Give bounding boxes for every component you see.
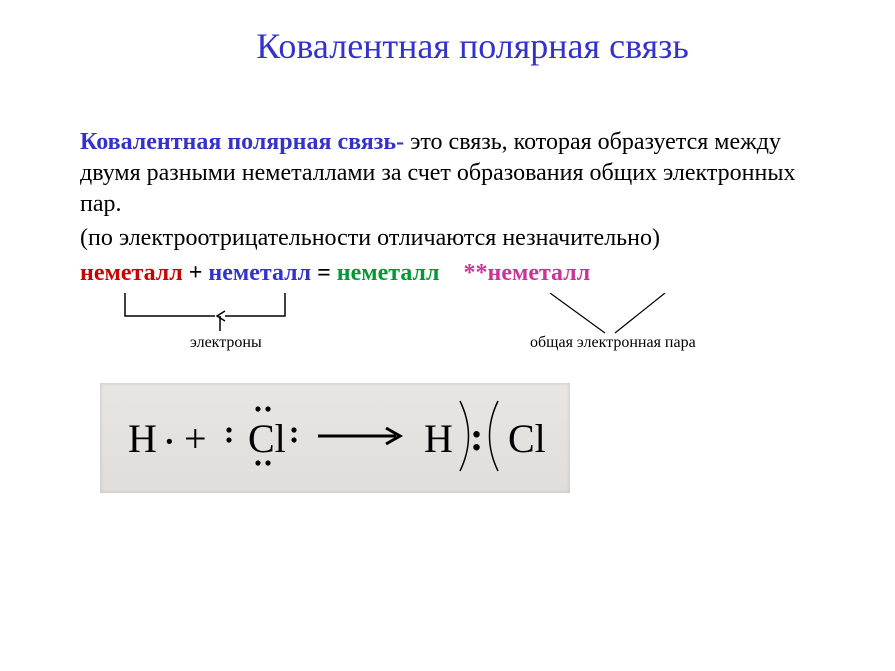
eq-dot-h: · xyxy=(162,413,177,470)
formula-term-4: неметалл xyxy=(487,260,590,286)
arrow-left-path1 xyxy=(125,293,215,316)
eq-arrow-head xyxy=(386,428,400,444)
lewis-equation-image: H · + Cl H : xyxy=(100,383,570,493)
arrow-left-path2 xyxy=(225,293,285,316)
body-text: Ковалентная полярная связь- это связь, к… xyxy=(60,127,835,493)
annotation-row: электроны общая электронная пара xyxy=(80,293,805,363)
formula-eq: = xyxy=(311,260,337,286)
cl-dot xyxy=(291,437,296,442)
eq-arc-right xyxy=(490,401,499,471)
annotation-left-label: электроны xyxy=(190,333,262,354)
definition-lead: Ковалентная полярная связь- xyxy=(80,129,404,155)
slide: Ковалентная полярная связь Ковалентная п… xyxy=(0,0,895,671)
arrow-right-line1 xyxy=(550,293,605,333)
eq-h2: H xyxy=(424,413,453,465)
eq-cl-left: Cl xyxy=(248,413,286,465)
slide-title: Ковалентная полярная связь xyxy=(60,25,835,67)
eq-shared-pair: : xyxy=(470,411,481,463)
parenthetical-line: (по электроотрицательности отличаются не… xyxy=(80,223,805,254)
cl-dot xyxy=(226,427,231,432)
formula-term-3: неметалл xyxy=(337,260,440,286)
formula-term-1: неметалл xyxy=(80,260,183,286)
arrow-left-head xyxy=(217,311,225,321)
eq-cl-right: Cl xyxy=(508,413,546,465)
formula-plus: + xyxy=(183,260,209,286)
cl-dot xyxy=(265,406,270,411)
eq-plus: + xyxy=(184,413,207,465)
cl-dot xyxy=(255,406,260,411)
arrow-right-line2 xyxy=(615,293,665,333)
formula-line: неметалл + неметалл = неметалл **неметал… xyxy=(80,258,805,289)
definition-paragraph: Ковалентная полярная связь- это связь, к… xyxy=(80,127,805,221)
annotation-right-label: общая электронная пара xyxy=(530,333,696,354)
cl-dot xyxy=(291,427,296,432)
formula-stars: ** xyxy=(463,260,487,286)
eq-h1: H xyxy=(128,413,157,465)
formula-term-2: неметалл xyxy=(208,260,311,286)
cl-dot xyxy=(226,437,231,442)
eq-arc-left xyxy=(460,401,469,471)
formula-spacer xyxy=(439,260,463,286)
